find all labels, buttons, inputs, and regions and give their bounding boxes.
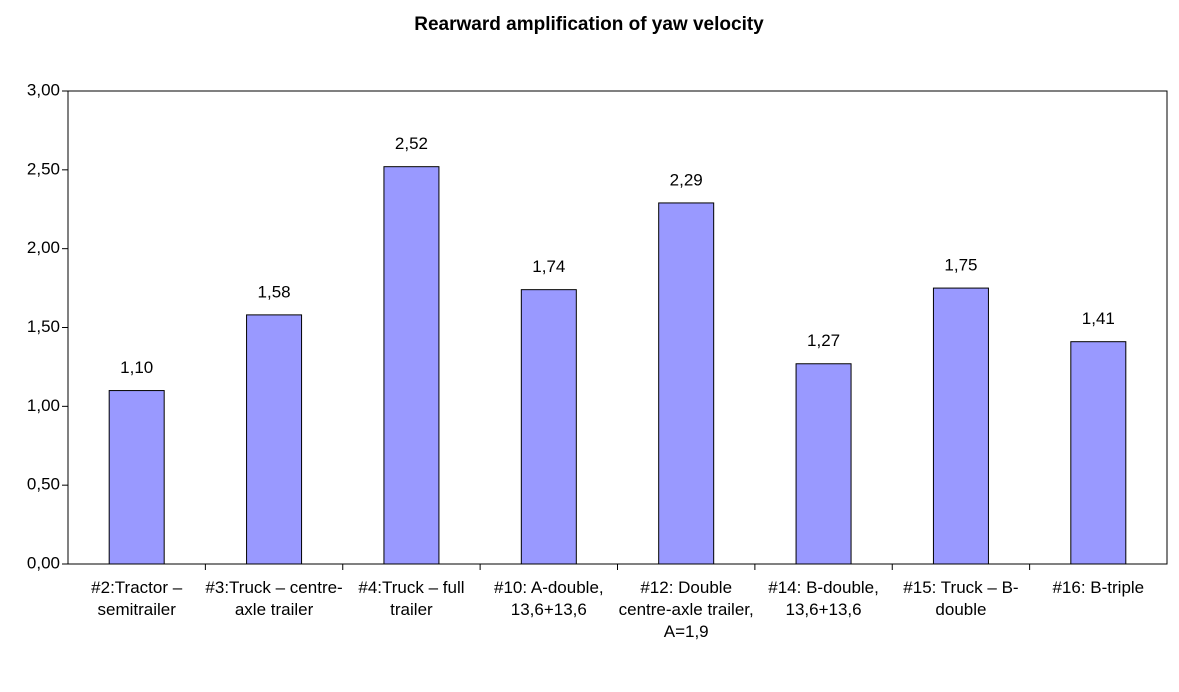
value-label: 1,58 (258, 282, 291, 301)
value-label: 1,75 (944, 256, 977, 275)
value-label: 2,52 (395, 134, 428, 153)
x-tick-label: #12: Double centre-axle trailer, A=1,9 (618, 578, 754, 641)
value-label: 1,41 (1082, 309, 1115, 328)
bar (520, 289, 577, 565)
x-tick-label: #16: B-triple (1052, 578, 1145, 597)
bar (246, 314, 303, 565)
bar (932, 287, 989, 565)
y-tick-label: 3,00 (27, 80, 60, 99)
x-tick-label: #14: B-double, 13,6+13,6 (768, 578, 879, 619)
chart-title: Rearward amplification of yaw velocity (414, 14, 764, 35)
x-tick-label: #15: Truck – B-double (903, 578, 1019, 619)
value-label: 1,10 (120, 358, 153, 377)
value-label: 1,27 (807, 331, 840, 350)
y-tick-label: 2,50 (27, 159, 60, 178)
x-tick-label: #10: A-double, 13,6+13,6 (493, 578, 604, 619)
bar (383, 166, 440, 565)
bar (108, 390, 165, 565)
x-tick-label: #2:Tractor – semitrailer (91, 578, 183, 619)
x-tick-label: #3:Truck – centre-axle trailer (205, 578, 343, 619)
bar (1070, 341, 1127, 565)
y-tick-label: 1,00 (27, 396, 60, 415)
x-tick-label: #4:Truck – full trailer (358, 578, 465, 619)
y-tick-label: 0,50 (27, 475, 60, 494)
value-label: 1,74 (532, 257, 565, 276)
y-tick-label: 1,50 (27, 317, 60, 336)
y-tick-label: 0,00 (27, 553, 60, 572)
bar (658, 202, 715, 565)
plot-frame (67, 90, 1168, 565)
value-label: 2,29 (670, 170, 703, 189)
y-tick-label: 2,00 (27, 238, 60, 257)
bar (795, 363, 852, 565)
